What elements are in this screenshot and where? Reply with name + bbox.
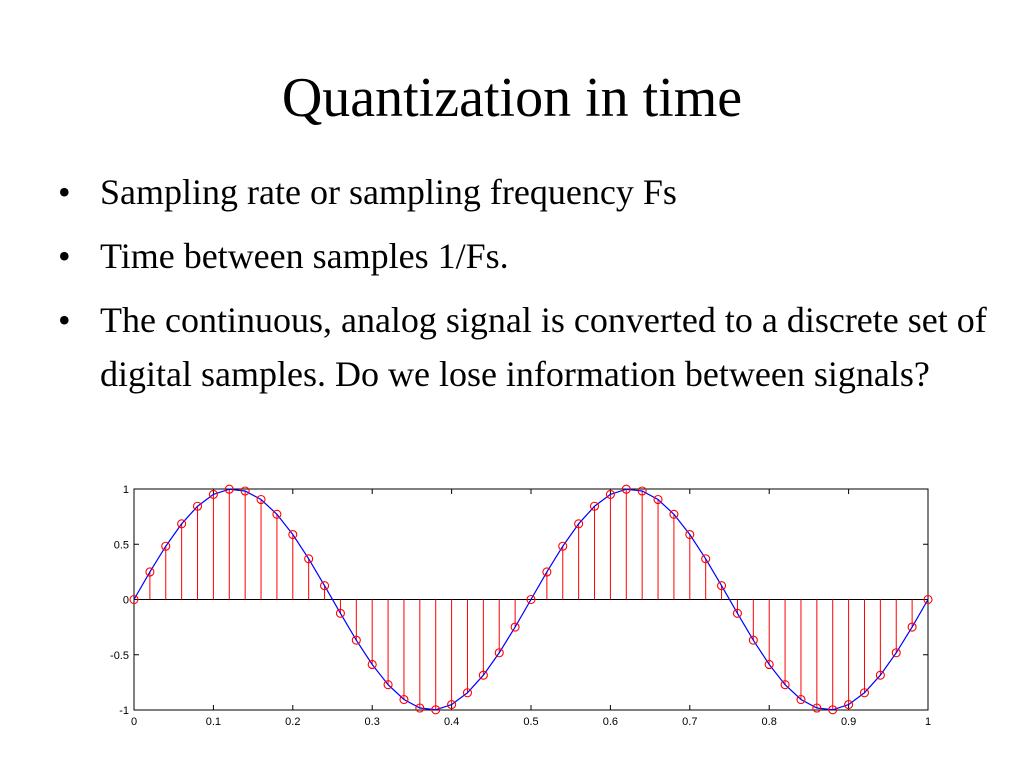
x-tick-label: 0.3 bbox=[365, 716, 380, 728]
x-tick-label: 0.2 bbox=[285, 716, 300, 728]
bullet-text: Sampling rate or sampling frequency Fs bbox=[100, 172, 677, 212]
bullet-item: • The continuous, analog signal is conve… bbox=[58, 293, 988, 401]
sample-point bbox=[875, 670, 885, 680]
sample-point bbox=[526, 594, 536, 605]
y-tick-label: -0.5 bbox=[110, 650, 129, 662]
x-tick-label: 0.5 bbox=[523, 716, 538, 728]
sample-point bbox=[478, 670, 488, 680]
sample-point bbox=[399, 694, 409, 705]
sample-point bbox=[542, 567, 552, 577]
sample-point bbox=[351, 635, 361, 645]
bullet-item: • Sampling rate or sampling frequency Fs bbox=[58, 165, 988, 219]
sample-point bbox=[844, 700, 854, 710]
x-tick-label: 0.7 bbox=[682, 716, 697, 728]
sample-point bbox=[796, 694, 806, 705]
x-tick-label: 0.9 bbox=[841, 716, 856, 728]
sample-point bbox=[605, 489, 615, 499]
sample-point bbox=[859, 688, 870, 698]
x-tick-label: 0.8 bbox=[762, 716, 777, 728]
bullet-glyph: • bbox=[58, 300, 71, 340]
sample-point bbox=[891, 648, 901, 658]
sampling-chart: 0 0.1 0.2 0.3 0.4 0.5 0.6 0.7 0.8 0.9 1 1 0.5 0 -0.5 -1 bbox=[96, 476, 952, 740]
sample-point bbox=[224, 484, 234, 494]
sample-point bbox=[367, 659, 377, 670]
sample-point bbox=[558, 541, 568, 551]
sample-point bbox=[732, 608, 742, 618]
sample-point bbox=[589, 501, 600, 511]
x-tick-label: 0.1 bbox=[206, 716, 221, 728]
y-tick-label: 0.5 bbox=[114, 539, 129, 551]
x-tick-label: 0.4 bbox=[444, 716, 459, 728]
sample-point bbox=[415, 703, 425, 713]
chart-canvas: 0 0.1 0.2 0.3 0.4 0.5 0.6 0.7 0.8 0.9 1 1 0.5 0 -0.5 -1 bbox=[110, 484, 933, 728]
x-tick-label: 0.6 bbox=[603, 716, 618, 728]
sample-point bbox=[383, 680, 393, 690]
sample-point bbox=[288, 529, 298, 540]
sample-point bbox=[447, 700, 457, 710]
sample-point bbox=[780, 680, 790, 690]
y-tick-label: -1 bbox=[119, 705, 129, 717]
y-tick-label: 0 bbox=[123, 595, 129, 607]
sample-point bbox=[431, 705, 441, 715]
sample-point bbox=[574, 519, 584, 529]
sample-point bbox=[923, 594, 933, 605]
sample-point bbox=[320, 581, 330, 591]
sample-point bbox=[256, 494, 266, 505]
sample-point bbox=[240, 486, 250, 496]
bullet-text: Time between samples 1/Fs. bbox=[100, 236, 509, 276]
bullet-item: • Time between samples 1/Fs. bbox=[58, 229, 988, 283]
sample-point bbox=[304, 554, 314, 564]
sample-point bbox=[637, 486, 647, 496]
continuous-signal-line bbox=[133, 488, 929, 711]
sample-point bbox=[177, 519, 187, 529]
sample-point bbox=[764, 659, 774, 670]
sample-point bbox=[812, 703, 822, 713]
sample-point bbox=[748, 635, 758, 645]
sample-point bbox=[462, 688, 473, 698]
bullet-text: The continuous, analog signal is convert… bbox=[100, 300, 987, 394]
sample-point bbox=[208, 489, 218, 499]
sample-point bbox=[685, 529, 695, 540]
slide-title: Quantization in time bbox=[281, 67, 743, 129]
sample-point bbox=[510, 622, 520, 632]
sample-point bbox=[653, 494, 663, 505]
sample-point bbox=[161, 541, 171, 551]
sample-point bbox=[145, 567, 155, 577]
sample-point bbox=[335, 608, 345, 618]
sample-point bbox=[129, 594, 139, 605]
y-tick-label: 1 bbox=[123, 484, 129, 496]
bullet-list: • Sampling rate or sampling frequency Fs… bbox=[58, 165, 988, 411]
sample-point bbox=[272, 509, 282, 519]
sample-point bbox=[907, 622, 917, 632]
x-tick-label: 0 bbox=[131, 716, 137, 728]
sample-point bbox=[701, 554, 711, 564]
sample-point bbox=[828, 705, 838, 715]
sample-point bbox=[621, 484, 631, 494]
sample-point bbox=[192, 501, 203, 511]
sample-point bbox=[494, 648, 504, 658]
sample-point bbox=[669, 509, 679, 519]
bullet-glyph: • bbox=[58, 236, 71, 276]
x-tick-label: 1 bbox=[925, 716, 931, 728]
sample-point bbox=[717, 581, 727, 591]
bullet-glyph: • bbox=[58, 172, 71, 212]
